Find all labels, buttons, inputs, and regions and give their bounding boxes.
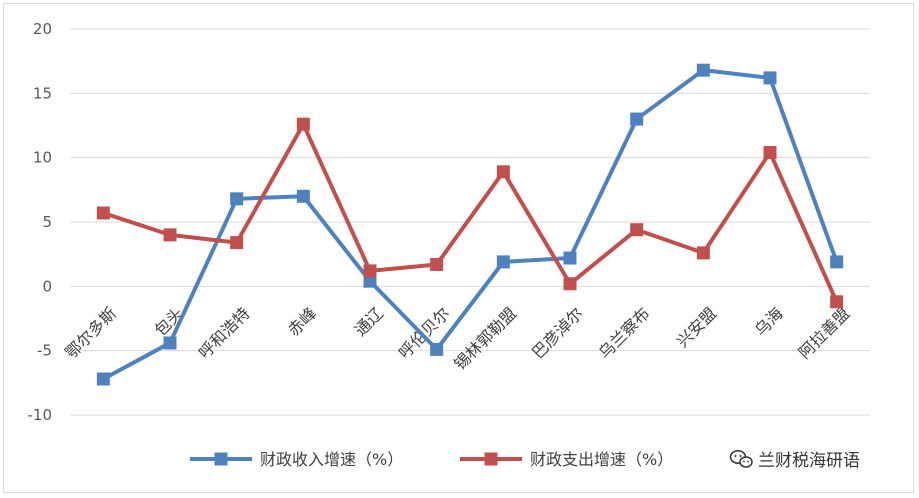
data-point: [363, 274, 377, 288]
x-tick-label: 乌海: [751, 304, 787, 340]
data-point: [363, 264, 377, 278]
data-point: [430, 257, 444, 271]
data-point: [563, 277, 577, 291]
x-tick-label: 锡林郭勒盟: [450, 304, 520, 374]
legend-swatch-marker: [214, 452, 228, 466]
chart-frame: [3, 3, 914, 493]
y-tick-label: 5: [42, 213, 52, 231]
legend-swatch-marker: [484, 452, 498, 466]
x-tick-label: 巴彦淖尔: [528, 304, 587, 363]
x-tick-label: 呼和浩特: [195, 304, 254, 363]
y-tick-label: 20: [33, 20, 52, 38]
data-point: [296, 189, 310, 203]
data-point: [496, 255, 510, 269]
y-tick-label: 10: [33, 149, 52, 167]
legend-label: 财政支出增速（%）: [530, 450, 673, 469]
x-tick-label: 鄂尔多斯: [61, 304, 120, 363]
data-point: [230, 192, 244, 206]
y-tick-label: -10: [28, 406, 53, 424]
data-point: [96, 372, 110, 386]
data-point: [630, 223, 644, 237]
data-point: [496, 165, 510, 179]
watermark: 兰财税海研语: [729, 450, 860, 471]
x-tick-label: 乌兰察布: [595, 304, 654, 363]
legend: 财政收入增速（%） 财政支出增速（%）: [190, 450, 673, 469]
x-tick-label: 阿拉善盟: [795, 304, 854, 363]
data-point: [230, 236, 244, 250]
data-point: [96, 206, 110, 220]
x-tick-label: 通辽: [351, 304, 387, 340]
data-point: [163, 336, 177, 350]
data-point: [830, 295, 844, 309]
data-point: [296, 117, 310, 131]
data-point: [163, 228, 177, 242]
data-point: [696, 246, 710, 260]
data-point: [763, 146, 777, 160]
y-tick-label: -5: [37, 342, 52, 360]
data-point: [630, 112, 644, 126]
wechat-icon: [729, 450, 753, 468]
data-point: [696, 63, 710, 77]
series-line-2: [101, 122, 839, 304]
series-line-1: [101, 68, 839, 381]
y-tick-label: 15: [33, 84, 52, 102]
y-tick-label: 0: [42, 277, 52, 295]
watermark-text: 兰财税海研语: [758, 451, 860, 471]
data-point: [430, 342, 444, 356]
data-point: [763, 71, 777, 85]
data-point: [830, 255, 844, 269]
x-tick-label: 呼伦贝尔: [395, 304, 454, 363]
legend-label: 财政收入增速（%）: [260, 450, 403, 469]
y-axis: 20 15 10 5 0 -5 -10: [28, 20, 53, 424]
data-point: [563, 251, 577, 265]
x-tick-label: 赤峰: [284, 304, 320, 340]
series-layer: [96, 63, 844, 386]
x-tick-label: 兴安盟: [673, 304, 720, 351]
gridlines: [70, 28, 870, 416]
